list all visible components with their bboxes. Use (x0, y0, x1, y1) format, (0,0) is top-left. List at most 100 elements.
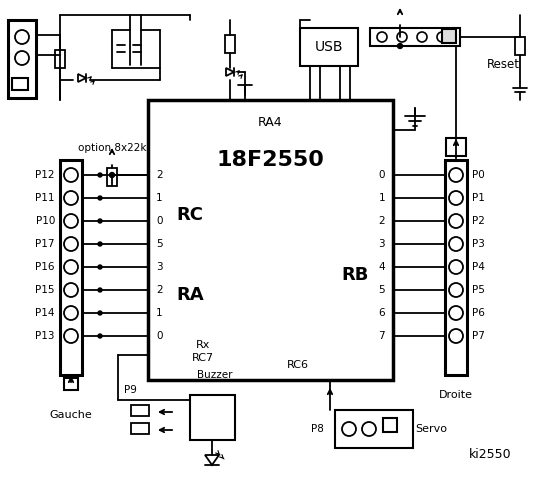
Text: P10: P10 (35, 216, 55, 226)
Circle shape (98, 196, 102, 200)
Bar (383, 418, 397, 432)
Circle shape (15, 30, 29, 44)
Bar (64, 378, 78, 390)
Circle shape (449, 306, 463, 320)
Text: P6: P6 (472, 308, 485, 318)
Text: 2: 2 (156, 170, 163, 180)
Circle shape (449, 329, 463, 343)
Circle shape (449, 191, 463, 205)
Bar (300, 28, 358, 66)
Text: RC: RC (176, 206, 204, 224)
Circle shape (449, 260, 463, 274)
Bar (8, 20, 36, 98)
Bar (445, 160, 467, 375)
Text: ki2550: ki2550 (469, 448, 512, 461)
Bar (12, 78, 28, 90)
Text: 2: 2 (156, 285, 163, 295)
Text: 0: 0 (156, 216, 163, 226)
Circle shape (98, 242, 102, 246)
Text: P14: P14 (35, 308, 55, 318)
Text: 3: 3 (156, 262, 163, 272)
Bar (335, 410, 413, 448)
Circle shape (449, 237, 463, 251)
Circle shape (64, 260, 78, 274)
Circle shape (417, 32, 427, 42)
Text: RA: RA (176, 286, 204, 304)
Bar (515, 37, 525, 55)
Text: Reset: Reset (487, 59, 519, 72)
Text: Rx: Rx (196, 340, 210, 350)
Bar (442, 29, 456, 43)
Text: P3: P3 (472, 239, 485, 249)
Polygon shape (205, 455, 219, 465)
Text: RB: RB (341, 266, 369, 284)
Circle shape (398, 44, 403, 48)
Polygon shape (226, 68, 234, 76)
Circle shape (449, 168, 463, 182)
Text: P9: P9 (123, 385, 137, 395)
Text: 5: 5 (156, 239, 163, 249)
Text: P16: P16 (35, 262, 55, 272)
Text: P5: P5 (472, 285, 485, 295)
Text: 1: 1 (156, 308, 163, 318)
Circle shape (64, 306, 78, 320)
Text: 1: 1 (378, 193, 385, 203)
Circle shape (109, 172, 114, 178)
Bar (131, 405, 149, 416)
Polygon shape (78, 74, 86, 82)
Text: Servo: Servo (415, 424, 447, 434)
Bar (225, 35, 235, 53)
Text: P7: P7 (472, 331, 485, 341)
Text: P1: P1 (472, 193, 485, 203)
Circle shape (437, 32, 447, 42)
Circle shape (64, 214, 78, 228)
Text: 6: 6 (378, 308, 385, 318)
Text: P12: P12 (35, 170, 55, 180)
Circle shape (64, 329, 78, 343)
Bar (370, 28, 460, 46)
Text: P17: P17 (35, 239, 55, 249)
Circle shape (362, 422, 376, 436)
Text: 0: 0 (156, 331, 163, 341)
Text: option 8x22k: option 8x22k (78, 143, 146, 153)
Text: RC7: RC7 (192, 353, 214, 363)
Bar (55, 50, 65, 68)
Circle shape (342, 422, 356, 436)
Text: RC6: RC6 (287, 360, 309, 370)
Bar (446, 138, 466, 156)
Text: USB: USB (315, 40, 343, 54)
Text: 18F2550: 18F2550 (216, 150, 324, 170)
Text: RA4: RA4 (258, 116, 283, 129)
Circle shape (449, 283, 463, 297)
Text: Gauche: Gauche (50, 410, 92, 420)
Bar (190, 395, 235, 440)
Circle shape (98, 265, 102, 269)
Bar (148, 100, 393, 380)
Circle shape (377, 32, 387, 42)
Text: Droite: Droite (439, 390, 473, 400)
Text: P15: P15 (35, 285, 55, 295)
Bar (131, 423, 149, 434)
Text: 7: 7 (378, 331, 385, 341)
Text: 2: 2 (378, 216, 385, 226)
Circle shape (98, 334, 102, 338)
Circle shape (64, 237, 78, 251)
Text: P11: P11 (35, 193, 55, 203)
Text: 4: 4 (378, 262, 385, 272)
Circle shape (98, 311, 102, 315)
Circle shape (15, 51, 29, 65)
Text: 1: 1 (156, 193, 163, 203)
Bar (107, 168, 117, 186)
Text: Buzzer: Buzzer (197, 370, 233, 380)
Text: P0: P0 (472, 170, 485, 180)
Circle shape (98, 173, 102, 177)
Text: P13: P13 (35, 331, 55, 341)
Text: 3: 3 (378, 239, 385, 249)
Circle shape (98, 288, 102, 292)
Text: 0: 0 (378, 170, 385, 180)
Circle shape (64, 168, 78, 182)
Circle shape (64, 191, 78, 205)
Text: 5: 5 (378, 285, 385, 295)
Circle shape (449, 214, 463, 228)
Text: P2: P2 (472, 216, 485, 226)
